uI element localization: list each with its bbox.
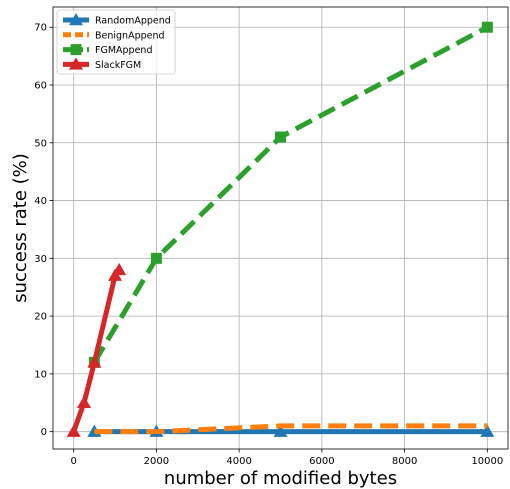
data-point [112,262,127,276]
x-tick-label: 4000 [226,456,251,467]
y-tick-label: 40 [34,196,47,207]
legend-label: BenignAppend [95,30,165,41]
x-tick-label: 8000 [392,456,417,467]
y-axis-title: success rate (%) [10,153,31,303]
x-tick-label: 6000 [309,456,334,467]
legend-marker [69,13,83,26]
x-tick-label: 2000 [144,456,169,467]
data-point [87,355,102,368]
grid [53,7,508,449]
data-point [150,252,162,264]
data-point [273,424,288,437]
data-point [66,424,81,437]
series-line [94,423,488,435]
series-lines [66,21,495,437]
data-point [275,131,286,143]
series-slackfgm [66,262,127,437]
legend: RandomAppend BenignAppend FGMAppend SlackFG… [56,9,176,75]
y-tick-label: 60 [34,81,47,92]
legend-label: RandomAppend [95,16,171,27]
data-point [481,21,493,33]
y-tick-label: 50 [34,138,47,149]
y-tick-label: 20 [34,312,47,323]
legend-entry: FGMAppend [63,44,152,56]
series-benignappend [94,423,488,435]
y-tick-label: 10 [34,369,47,380]
legend-entry: RandomAppend [63,13,171,27]
x-tick-label: 0 [70,456,76,467]
legend-label: FGMAppend [95,45,152,56]
y-tick-label: 70 [34,23,47,34]
legend-entry: BenignAppend [63,30,165,41]
axis-ticks: 0 2000 4000 6000 8000 10000 0 10 20 30 40 50 60 70 [34,23,503,467]
series-line [92,25,489,364]
plot-area-frame [52,6,509,450]
y-tick-label: 30 [34,254,47,265]
legend-marker [69,57,83,70]
legend-marker [70,44,82,56]
y-tick-label: 0 [41,427,47,438]
data-point [77,395,92,409]
x-tick-label: 10000 [471,456,503,467]
x-axis-title: number of modified bytes [164,468,397,489]
data-point [480,424,495,437]
legend-box [56,9,176,75]
legend-label: SlackFGM [95,60,141,71]
legend-entry: SlackFGM [63,57,141,71]
